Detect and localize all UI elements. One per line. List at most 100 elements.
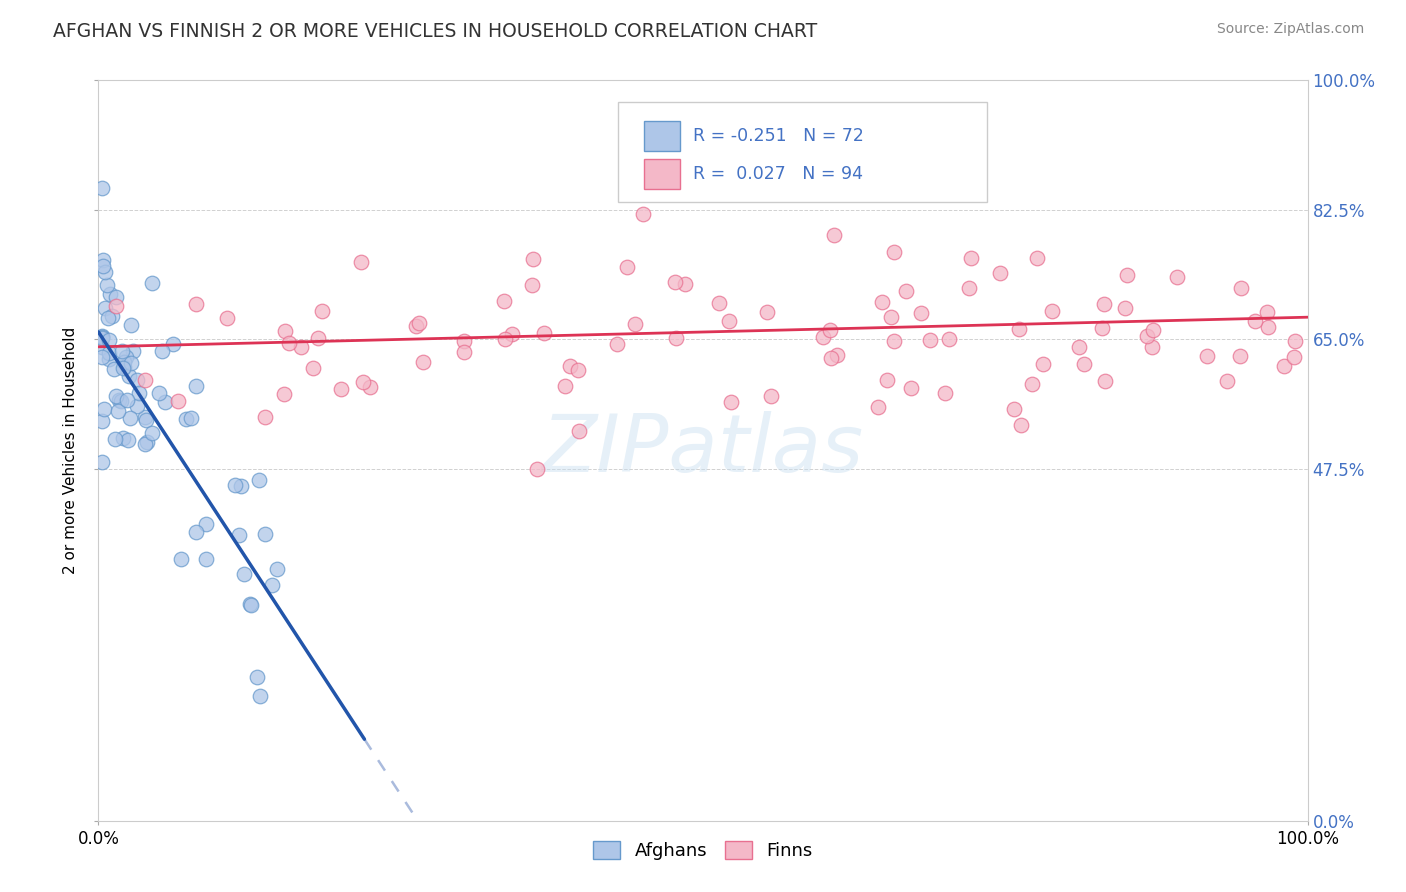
- Point: [91, 350, 114, 364]
- Point: [1230, 281, 1253, 295]
- Point: [260, 577, 283, 591]
- Point: [97, 346, 120, 360]
- Point: [408, 317, 430, 331]
- Point: [1091, 321, 1114, 335]
- Point: [624, 317, 647, 331]
- Point: [606, 336, 628, 351]
- Point: [254, 526, 277, 541]
- Point: [94, 301, 117, 315]
- Point: [1166, 270, 1188, 285]
- Point: [162, 337, 184, 351]
- Point: [501, 326, 523, 341]
- Point: [759, 389, 782, 403]
- Point: [1008, 322, 1031, 336]
- Point: [453, 334, 475, 349]
- Point: [957, 280, 980, 294]
- Y-axis label: 2 or more Vehicles in Household: 2 or more Vehicles in Household: [63, 326, 79, 574]
- Text: AFGHAN VS FINNISH 2 OR MORE VEHICLES IN HOUSEHOLD CORRELATION CHART: AFGHAN VS FINNISH 2 OR MORE VEHICLES IN …: [53, 22, 818, 41]
- Point: [664, 275, 686, 289]
- Point: [567, 363, 589, 377]
- Point: [91, 331, 114, 345]
- Point: [121, 344, 143, 359]
- Text: R =  0.027   N = 94: R = 0.027 N = 94: [693, 165, 863, 183]
- Point: [112, 360, 135, 375]
- Point: [1032, 357, 1054, 371]
- Point: [720, 395, 742, 409]
- Point: [883, 244, 905, 259]
- Point: [104, 389, 127, 403]
- Point: [825, 348, 848, 362]
- Point: [920, 333, 942, 347]
- Point: [938, 332, 960, 346]
- Point: [108, 393, 131, 408]
- Point: [105, 290, 128, 304]
- Point: [1094, 374, 1116, 388]
- Point: [128, 385, 150, 400]
- Point: [118, 369, 141, 384]
- Point: [526, 462, 548, 476]
- Point: [104, 299, 127, 313]
- Point: [254, 409, 277, 424]
- Point: [96, 277, 118, 292]
- Point: [120, 318, 142, 333]
- Point: [522, 252, 544, 267]
- Point: [1136, 329, 1159, 343]
- Point: [820, 351, 842, 366]
- Point: [246, 670, 269, 684]
- Point: [1244, 314, 1267, 328]
- Point: [359, 380, 381, 394]
- FancyBboxPatch shape: [619, 103, 987, 202]
- Point: [554, 379, 576, 393]
- Point: [240, 599, 263, 613]
- Point: [134, 409, 156, 424]
- Point: [125, 399, 148, 413]
- Point: [103, 362, 125, 376]
- Point: [180, 411, 202, 425]
- Point: [104, 432, 127, 446]
- Point: [494, 332, 516, 346]
- Point: [176, 412, 198, 426]
- Point: [665, 331, 688, 345]
- Point: [873, 162, 896, 177]
- Point: [756, 305, 779, 319]
- Point: [150, 344, 173, 359]
- Point: [910, 306, 932, 320]
- Point: [1092, 297, 1115, 311]
- Point: [228, 528, 250, 542]
- Point: [266, 562, 288, 576]
- Point: [1073, 357, 1095, 371]
- Point: [883, 334, 905, 348]
- Point: [1067, 340, 1090, 354]
- Point: [229, 479, 252, 493]
- Text: Source: ZipAtlas.com: Source: ZipAtlas.com: [1216, 22, 1364, 37]
- Point: [960, 251, 983, 265]
- Point: [1216, 375, 1239, 389]
- Point: [453, 345, 475, 359]
- Point: [195, 516, 218, 531]
- Point: [98, 351, 121, 366]
- FancyBboxPatch shape: [644, 160, 681, 189]
- Point: [148, 385, 170, 400]
- Point: [1040, 303, 1063, 318]
- Point: [135, 413, 157, 427]
- Point: [616, 260, 638, 274]
- Point: [111, 431, 134, 445]
- Point: [115, 350, 138, 364]
- Point: [186, 524, 208, 539]
- Point: [1116, 268, 1139, 282]
- Point: [707, 296, 730, 310]
- Point: [141, 426, 163, 441]
- Point: [107, 404, 129, 418]
- Point: [249, 689, 271, 703]
- Point: [494, 294, 516, 309]
- Point: [533, 326, 555, 340]
- Point: [352, 375, 374, 389]
- Point: [278, 335, 301, 350]
- Point: [412, 355, 434, 369]
- Point: [135, 435, 157, 450]
- Legend: Afghans, Finns: Afghans, Finns: [586, 833, 820, 867]
- Point: [894, 284, 917, 298]
- Point: [988, 266, 1011, 280]
- Point: [249, 473, 271, 487]
- Point: [125, 373, 148, 387]
